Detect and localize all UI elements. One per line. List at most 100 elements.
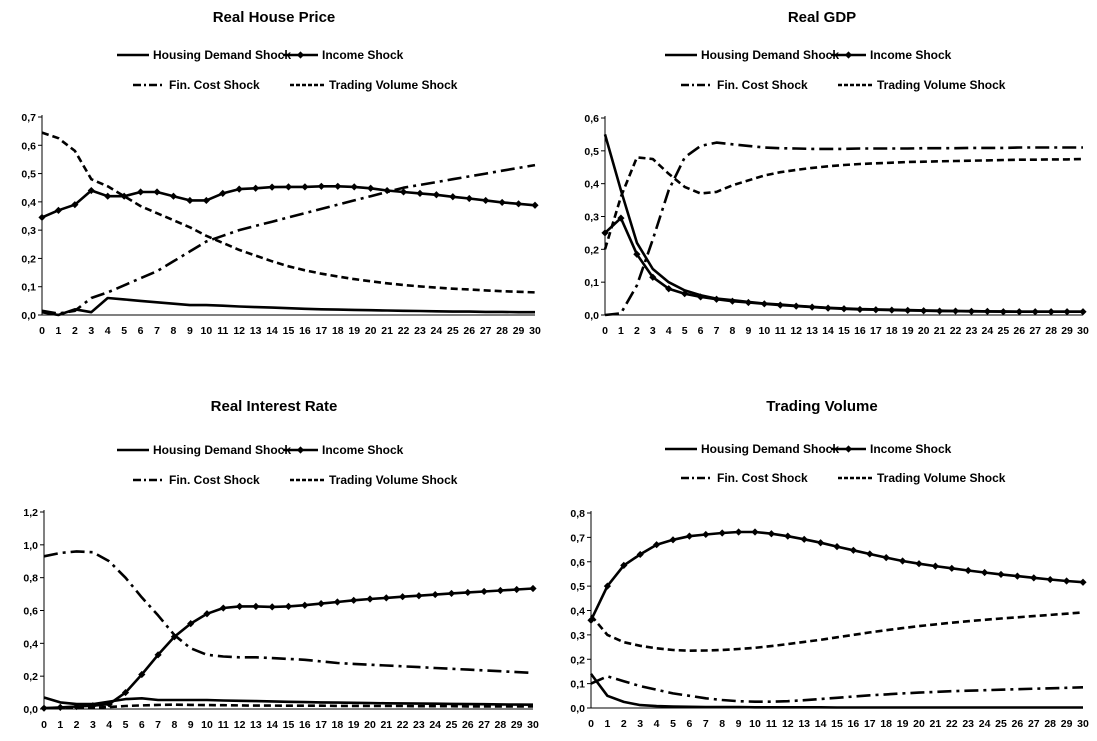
x-tick-label: 17	[864, 718, 876, 730]
x-tick-label: 21	[930, 718, 942, 730]
x-tick-label: 30	[529, 325, 541, 337]
y-tick-label: 0,3	[21, 225, 36, 237]
series-line	[590, 674, 1084, 704]
legend-label: Income Shock	[870, 48, 952, 62]
x-tick-label: 7	[714, 325, 720, 337]
x-tick-label: 4	[105, 325, 111, 337]
data-point-marker	[71, 201, 79, 209]
series-income-shock	[38, 182, 539, 222]
data-point-marker	[967, 307, 976, 315]
legend-label: Trading Volume Shock	[329, 473, 458, 487]
x-tick-label: 9	[736, 718, 742, 730]
data-point-marker	[73, 702, 81, 711]
data-point-marker	[936, 307, 944, 315]
series-line	[589, 673, 1083, 709]
x-tick-label: 5	[682, 325, 688, 337]
legend-item-income-shock: Income Shock	[831, 48, 952, 62]
series-trading-volume-shock	[44, 703, 533, 710]
data-point-marker	[665, 285, 673, 293]
x-tick-label: 3	[90, 719, 96, 731]
data-point-marker	[702, 530, 710, 539]
x-tick-label: 15	[838, 325, 850, 337]
data-point-marker	[465, 194, 473, 203]
legend-label: Fin. Cost Shock	[169, 78, 260, 92]
data-point-marker	[169, 192, 178, 200]
y-tick-label: 0,1	[21, 282, 36, 294]
x-tick-label: 12	[233, 325, 245, 337]
legend-label: Trading Volume Shock	[877, 471, 1006, 485]
x-tick-label: 7	[703, 718, 709, 730]
y-tick-label: 0,7	[21, 112, 36, 124]
x-tick-label: 0	[41, 719, 47, 731]
data-point-marker	[449, 193, 457, 201]
data-point-marker	[849, 546, 857, 554]
x-tick-label: 6	[686, 718, 692, 730]
y-tick-label: 0,0	[21, 310, 36, 322]
data-point-marker	[718, 529, 726, 537]
series-trading-volume-shock	[590, 611, 1084, 653]
legend-diamond-marker	[296, 446, 305, 454]
legend-label: Housing Demand Shock	[153, 443, 291, 457]
x-tick-label: 3	[650, 325, 656, 337]
x-tick-label: 12	[234, 719, 246, 731]
data-point-marker	[1079, 308, 1087, 316]
legend-item-trading-volume-shock: Trading Volume Shock	[838, 78, 1006, 92]
series-line	[43, 696, 534, 706]
data-point-marker	[920, 307, 928, 315]
x-tick-label: 28	[1045, 325, 1057, 337]
x-tick-label: 18	[886, 325, 898, 337]
data-point-marker	[252, 184, 260, 192]
data-point-marker	[529, 584, 537, 593]
chart-title: Trading Volume	[766, 398, 877, 415]
chart-title: Real GDP	[788, 9, 856, 26]
x-tick-label: 11	[217, 325, 228, 337]
series-trading-volume-shock	[41, 131, 536, 294]
x-tick-label: 27	[1028, 718, 1040, 730]
data-point-marker	[712, 295, 721, 303]
data-point-marker	[1079, 578, 1087, 586]
data-point-marker	[301, 183, 309, 191]
x-tick-label: 5	[670, 718, 676, 730]
y-tick-label: 0,5	[570, 581, 585, 593]
x-tick-label: 13	[798, 718, 810, 730]
data-point-marker	[496, 586, 504, 595]
x-tick-label: 13	[806, 325, 818, 337]
x-tick-label: 28	[495, 719, 507, 731]
y-tick-label: 0,4	[21, 197, 36, 209]
x-tick-label: 2	[634, 325, 640, 337]
x-tick-label: 21	[381, 325, 393, 337]
x-tick-label: 25	[995, 718, 1007, 730]
x-tick-label: 23	[413, 719, 425, 731]
data-point-marker	[824, 304, 832, 312]
x-tick-label: 10	[749, 718, 761, 730]
y-tick-label: 0,4	[570, 606, 585, 618]
x-tick-label: 15	[283, 719, 295, 731]
data-point-marker	[153, 188, 161, 196]
legend-label: Housing Demand Shock	[701, 442, 839, 456]
x-tick-label: 2	[621, 718, 627, 730]
legend-diamond-marker	[844, 445, 853, 453]
data-point-marker	[334, 182, 342, 190]
data-point-marker	[817, 539, 825, 547]
data-point-marker	[219, 189, 227, 197]
data-point-marker	[301, 601, 309, 609]
x-tick-label: 29	[513, 325, 525, 337]
data-point-marker	[735, 528, 743, 536]
data-point-marker	[760, 300, 768, 308]
legend-item-income-shock: Income Shock	[831, 442, 952, 456]
data-point-marker	[981, 568, 989, 577]
x-tick-label: 6	[139, 719, 145, 731]
x-tick-label: 24	[979, 718, 991, 730]
series-housing-demand-shock	[43, 696, 534, 706]
chart-real-house-price: Real House Price Housing Demand Shock Inco…	[0, 0, 548, 370]
legend-label: Income Shock	[322, 443, 404, 457]
x-tick-label: 8	[719, 718, 725, 730]
x-tick-label: 10	[758, 325, 770, 337]
y-tick-label: 0,3	[570, 630, 585, 642]
y-tick-label: 0,4	[584, 179, 599, 191]
series-fin-cost-shock	[43, 550, 534, 675]
x-tick-label: 15	[831, 718, 843, 730]
x-tick-label: 1	[604, 718, 610, 730]
y-tick-label: 0,4	[23, 638, 38, 650]
series-fin-cost-shock	[604, 141, 1083, 317]
